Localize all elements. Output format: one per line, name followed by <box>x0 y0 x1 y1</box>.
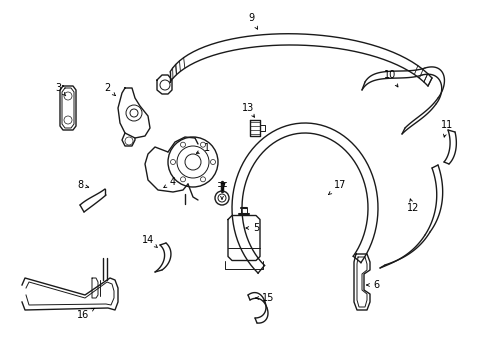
Text: 17: 17 <box>328 180 346 194</box>
Text: 8: 8 <box>77 180 88 190</box>
Text: 10: 10 <box>383 70 397 87</box>
Text: 15: 15 <box>255 293 274 303</box>
Text: 9: 9 <box>247 13 257 29</box>
Text: 3: 3 <box>55 83 66 96</box>
Text: 13: 13 <box>242 103 254 117</box>
Text: 2: 2 <box>103 83 115 95</box>
Text: 16: 16 <box>77 308 94 320</box>
Text: 11: 11 <box>440 120 452 137</box>
Text: 4: 4 <box>163 177 176 188</box>
Text: 7: 7 <box>219 183 224 199</box>
Text: 5: 5 <box>245 223 259 233</box>
Text: 6: 6 <box>366 280 378 290</box>
Text: 14: 14 <box>142 235 157 247</box>
Text: 1: 1 <box>196 143 210 153</box>
Text: 12: 12 <box>406 199 418 213</box>
